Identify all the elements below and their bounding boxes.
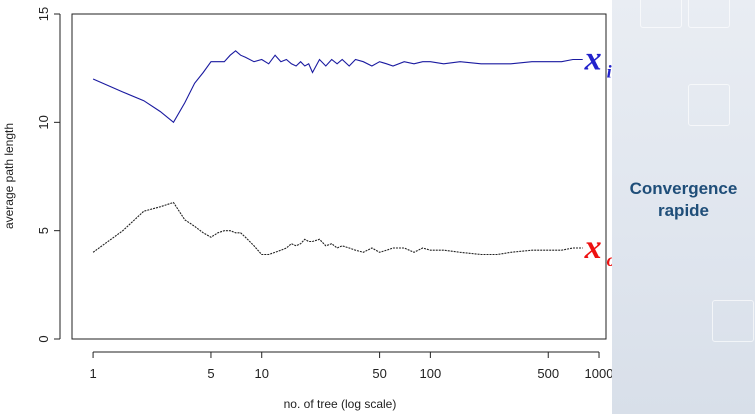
x-tick-label: 10 — [254, 366, 268, 381]
x-axis-title: no. of tree (log scale) — [284, 397, 397, 411]
decorative-tile — [712, 300, 754, 342]
caption-line-2: rapide — [657, 201, 710, 220]
decorative-tile — [688, 84, 730, 126]
x-tick-label: 5 — [207, 366, 214, 381]
series-label-sub-x-i: i — [607, 62, 612, 82]
caption-line-1: Convergence — [629, 179, 738, 198]
x-axis: 1 5 10 50 100 500 1000 — [89, 351, 612, 381]
series-label-x-i: x — [584, 41, 602, 78]
x-tick-label: 1000 — [585, 366, 612, 381]
side-caption: Convergence rapide — [612, 178, 755, 222]
y-tick-label: 15 — [36, 7, 51, 21]
series-line-x-o — [92, 201, 583, 256]
decorative-tile — [688, 0, 730, 28]
y-tick-label: 10 — [36, 115, 51, 129]
decorative-tile — [640, 0, 682, 28]
x-tick-label: 500 — [537, 366, 559, 381]
y-tick-label: 5 — [36, 227, 51, 234]
series-layer — [92, 50, 583, 256]
series-line-x-i — [92, 50, 583, 124]
x-tick-label: 1 — [89, 366, 96, 381]
y-axis-title: average path length — [2, 123, 16, 229]
series-labels: xixo — [584, 41, 612, 271]
plot-frame — [71, 13, 607, 340]
series-label-sub-x-o: o — [607, 250, 612, 270]
series-label-x-o: x — [584, 229, 602, 266]
y-tick-label: 0 — [36, 335, 51, 342]
x-tick-label: 100 — [420, 366, 442, 381]
y-axis: 0 5 10 15 — [36, 7, 61, 343]
x-tick-label: 50 — [372, 366, 386, 381]
side-panel — [612, 0, 755, 414]
